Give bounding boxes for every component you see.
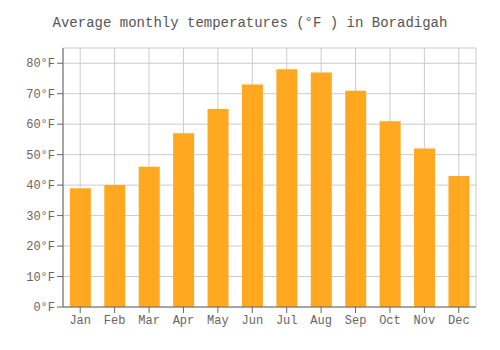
svg-text:40°F: 40°F [26, 179, 55, 193]
svg-text:80°F: 80°F [26, 57, 55, 71]
svg-text:Dec: Dec [448, 314, 470, 328]
svg-text:Aug: Aug [310, 314, 332, 328]
svg-text:30°F: 30°F [26, 210, 55, 224]
svg-text:20°F: 20°F [26, 240, 55, 254]
svg-text:Apr: Apr [173, 314, 195, 328]
svg-text:0°F: 0°F [33, 301, 55, 315]
svg-text:Jan: Jan [69, 314, 91, 328]
svg-text:60°F: 60°F [26, 118, 55, 132]
svg-text:70°F: 70°F [26, 88, 55, 102]
svg-text:Feb: Feb [104, 314, 126, 328]
svg-text:Mar: Mar [138, 314, 160, 328]
html-text:Average monthly temperatures (: Average monthly temperatures (°F ) in Bo… [52, 15, 448, 31]
svg-text:10°F: 10°F [26, 271, 55, 285]
svg-text:Jun: Jun [241, 314, 263, 328]
svg-text:Oct: Oct [379, 314, 401, 328]
svg-text:May: May [207, 314, 229, 328]
svg-text:Sep: Sep [345, 314, 367, 328]
svg-text:Jul: Jul [276, 314, 298, 328]
svg-text:Nov: Nov [414, 314, 436, 328]
svg-text:50°F: 50°F [26, 149, 55, 163]
